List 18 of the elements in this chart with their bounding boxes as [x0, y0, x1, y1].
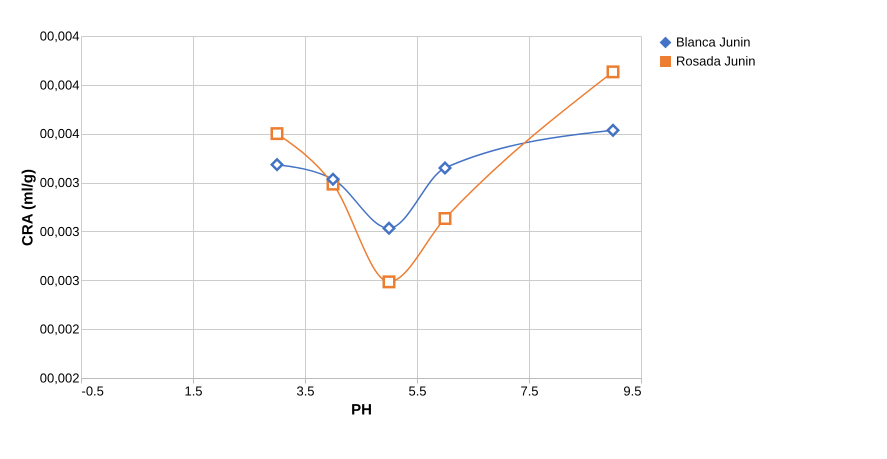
legend-label: Rosada Junin: [676, 54, 756, 68]
text: 00,003: [40, 272, 80, 288]
x-tick-label: 1.5: [184, 384, 203, 398]
legend-label: Blanca Junin: [676, 34, 750, 50]
x-tick-label: 7.5: [520, 384, 539, 398]
text: 00,003: [40, 224, 80, 239]
text: 00,002: [40, 322, 80, 337]
x-tick-label: 3.5: [296, 384, 315, 398]
text: 00,003: [40, 175, 80, 190]
x-tick-label: 5.5: [408, 384, 427, 398]
x-axis-title: PH: [351, 402, 372, 418]
text: 00,004: [40, 126, 80, 142]
text: 00,004: [40, 77, 80, 92]
text: 00,004: [40, 28, 80, 44]
x-tick-label: -0.5: [82, 384, 104, 398]
text: 00,002: [40, 370, 80, 386]
x-tick-label: 9.5: [623, 384, 642, 398]
y-axis-title: CRA (ml/g): [20, 169, 37, 246]
